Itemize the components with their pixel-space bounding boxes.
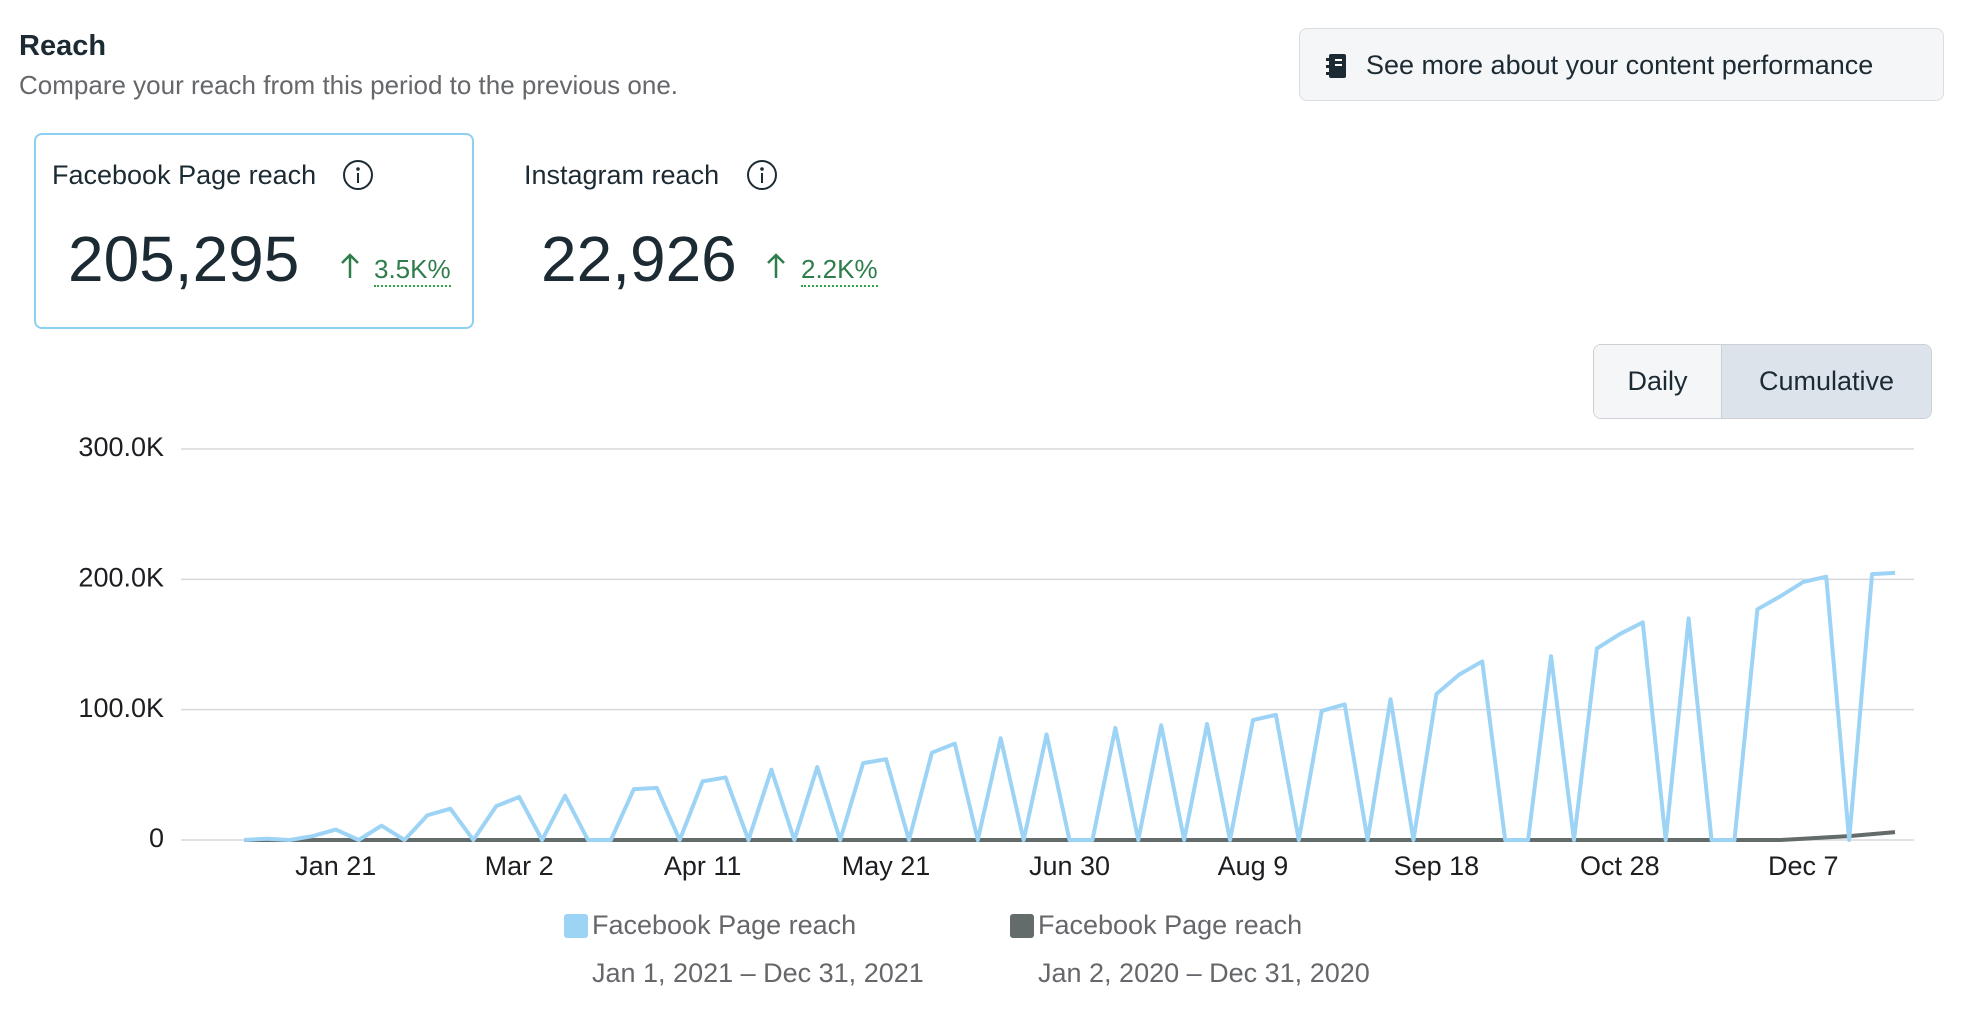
y-tick-label: 300.0K — [78, 432, 164, 462]
metric-change: 3.5K% — [374, 254, 451, 287]
x-tick-label: May 21 — [842, 851, 931, 881]
x-tick-label: Sep 18 — [1394, 851, 1480, 881]
y-tick-label: 200.0K — [78, 562, 164, 592]
section-subtitle: Compare your reach from this period to t… — [19, 70, 679, 100]
line — [243, 570, 1896, 842]
metric-change: 2.2K% — [801, 254, 878, 287]
toggle-cumulative[interactable]: Cumulative — [1722, 345, 1931, 418]
notebook-icon — [1326, 54, 1346, 78]
metric-value: 205,295 — [68, 223, 300, 295]
legend-period: Jan 2, 2020 – Dec 31, 2020 — [1038, 958, 1370, 988]
x-tick-label: Aug 9 — [1218, 851, 1289, 881]
legend-swatch — [1010, 914, 1034, 938]
button-label: See more about your content performance — [1366, 50, 1874, 80]
y-tick-label: 0 — [149, 823, 164, 853]
metric-card-selected[interactable] — [34, 133, 474, 329]
metric-label: Instagram reach — [524, 160, 720, 190]
legend-label: Facebook Page reach — [592, 910, 856, 940]
x-tick-label: Apr 11 — [664, 851, 742, 881]
legend-swatch — [564, 914, 588, 938]
y-tick-label: 100.0K — [78, 693, 164, 723]
legend-period: Jan 1, 2021 – Dec 31, 2021 — [592, 958, 924, 988]
section-title: Reach — [19, 30, 107, 62]
up-arrow — [767, 253, 785, 278]
x-tick-label: Jan 21 — [295, 851, 376, 881]
metric-label: Facebook Page reach — [52, 160, 317, 190]
x-tick-label: Mar 2 — [485, 851, 554, 881]
metric-value: 22,926 — [541, 223, 737, 295]
toggle-daily[interactable]: Daily — [1594, 345, 1722, 418]
info-icon[interactable] — [746, 159, 778, 191]
up-arrow — [341, 253, 359, 278]
legend-label: Facebook Page reach — [1038, 910, 1302, 940]
view-toggle: Daily Cumulative — [1593, 344, 1932, 419]
x-tick-label: Jun 30 — [1029, 851, 1110, 881]
info-icon[interactable] — [342, 159, 374, 191]
x-tick-label: Dec 7 — [1768, 851, 1839, 881]
x-tick-label: Oct 28 — [1580, 851, 1660, 881]
content-button[interactable]: See more about your content performance — [1299, 28, 1944, 101]
